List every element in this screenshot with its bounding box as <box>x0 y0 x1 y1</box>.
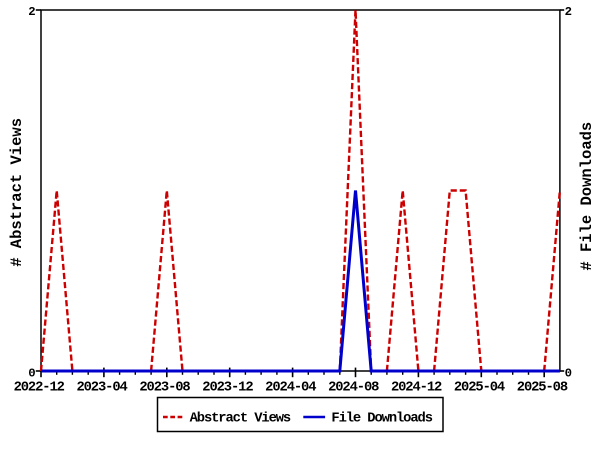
svg-text:0: 0 <box>565 366 572 380</box>
svg-text:2022-12: 2022-12 <box>14 380 65 395</box>
svg-text:# File Downloads: # File Downloads <box>578 122 596 271</box>
svg-text:2023-12: 2023-12 <box>202 380 253 395</box>
svg-text:2024-12: 2024-12 <box>391 380 442 395</box>
svg-text:2025-04: 2025-04 <box>454 380 505 395</box>
svg-text:2025-08: 2025-08 <box>517 380 568 395</box>
svg-text:2023-08: 2023-08 <box>139 380 190 395</box>
svg-text:Abstract Views: Abstract Views <box>190 411 291 427</box>
svg-text:2024-04: 2024-04 <box>265 380 316 395</box>
svg-text:0: 0 <box>28 366 35 380</box>
svg-text:2: 2 <box>28 5 35 19</box>
svg-text:2023-04: 2023-04 <box>76 380 127 395</box>
svg-text:2: 2 <box>565 5 572 19</box>
svg-text:2024-08: 2024-08 <box>328 380 379 395</box>
svg-text:File Downloads: File Downloads <box>331 411 432 427</box>
svg-text:# Abstract Views: # Abstract Views <box>8 118 26 267</box>
